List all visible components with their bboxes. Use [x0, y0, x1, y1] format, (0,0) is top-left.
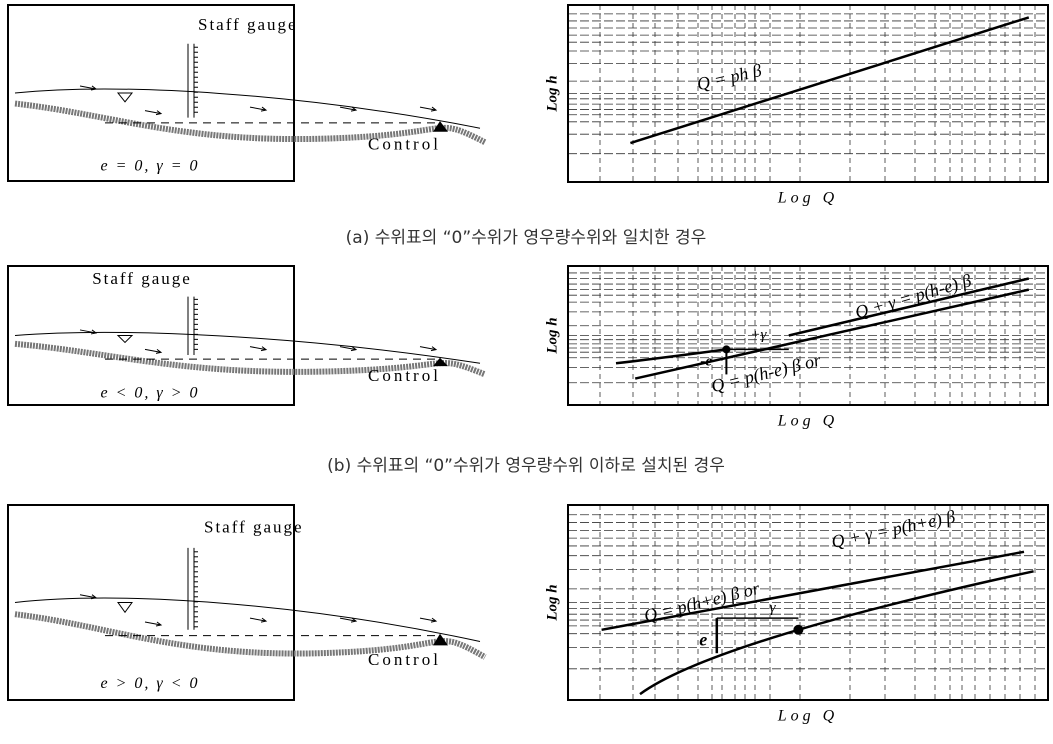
- point: [793, 624, 804, 635]
- flow-arrow: [419, 106, 438, 112]
- graph-frame: [567, 4, 1049, 183]
- flow-arrow: [339, 346, 358, 352]
- condition: e < 0, γ > 0: [101, 385, 200, 402]
- y-axis-label: Log h: [544, 317, 560, 354]
- rating-curve: [788, 277, 1030, 337]
- water-surface: [14, 88, 481, 129]
- flow-arrow: [144, 348, 163, 354]
- e-label: -e: [700, 353, 712, 369]
- rating-curve: [615, 348, 727, 365]
- flow-arrow: [144, 110, 163, 116]
- water-mark: [116, 92, 134, 103]
- schematic-frame: [7, 504, 295, 701]
- y-axis-label: Log h: [544, 584, 560, 621]
- flow-arrow: [339, 617, 358, 623]
- flow-arrow: [419, 617, 438, 623]
- schematic-frame: [7, 4, 295, 182]
- flow-arrow: [249, 617, 268, 623]
- ground: [14, 340, 487, 378]
- condition: e > 0, γ < 0: [101, 675, 200, 692]
- control-label: Control: [368, 135, 441, 154]
- flow-arrow: [79, 329, 98, 335]
- water-surface: [14, 597, 481, 642]
- y-axis-label: Log h: [544, 75, 560, 112]
- flow-arrow: [79, 85, 98, 91]
- rating-curve: [601, 550, 1025, 632]
- gamma-label: γ: [770, 600, 777, 616]
- control-mark: [433, 357, 448, 367]
- x-axis-label: Log Q: [777, 413, 838, 430]
- rating-curve: [630, 16, 1030, 145]
- ground: [14, 611, 487, 660]
- water-surface: [14, 331, 481, 364]
- flow-arrow: [249, 106, 268, 112]
- flow-arrow: [144, 621, 163, 627]
- water-mark: [116, 335, 134, 344]
- x-axis-label: Log Q: [777, 708, 838, 725]
- control-label: Control: [368, 650, 441, 669]
- rating-curve: [639, 570, 1034, 696]
- ground: [14, 100, 487, 145]
- graph-frame: [567, 504, 1049, 701]
- flow-arrow: [339, 106, 358, 112]
- caption: (b) 수위표의 “0”수위가 영우량수위 이하로 설치된 경우: [327, 456, 725, 476]
- control-mark: [433, 121, 448, 132]
- graph-frame: [567, 265, 1049, 406]
- caption: (a) 수위표의 “0”수위가 영우량수위와 일치한 경우: [346, 228, 707, 248]
- condition: e = 0, γ = 0: [101, 158, 200, 175]
- flow-arrow: [249, 346, 268, 352]
- staff-label: Staff gauge: [198, 15, 298, 34]
- staff-label: Staff gauge: [204, 517, 304, 536]
- staff-label: Staff gauge: [92, 269, 192, 288]
- water-mark: [117, 602, 133, 614]
- formula: Q = ph β: [695, 60, 763, 94]
- control-label: Control: [368, 366, 441, 385]
- flow-arrow: [419, 346, 438, 352]
- e-label: e: [699, 630, 707, 650]
- control-mark: [433, 633, 448, 646]
- schematic-frame: [7, 265, 295, 406]
- x-axis-label: Log Q: [777, 190, 838, 207]
- flow-arrow: [79, 594, 98, 600]
- gamma-label: +γ: [750, 327, 767, 343]
- rating-curve: [634, 288, 1030, 380]
